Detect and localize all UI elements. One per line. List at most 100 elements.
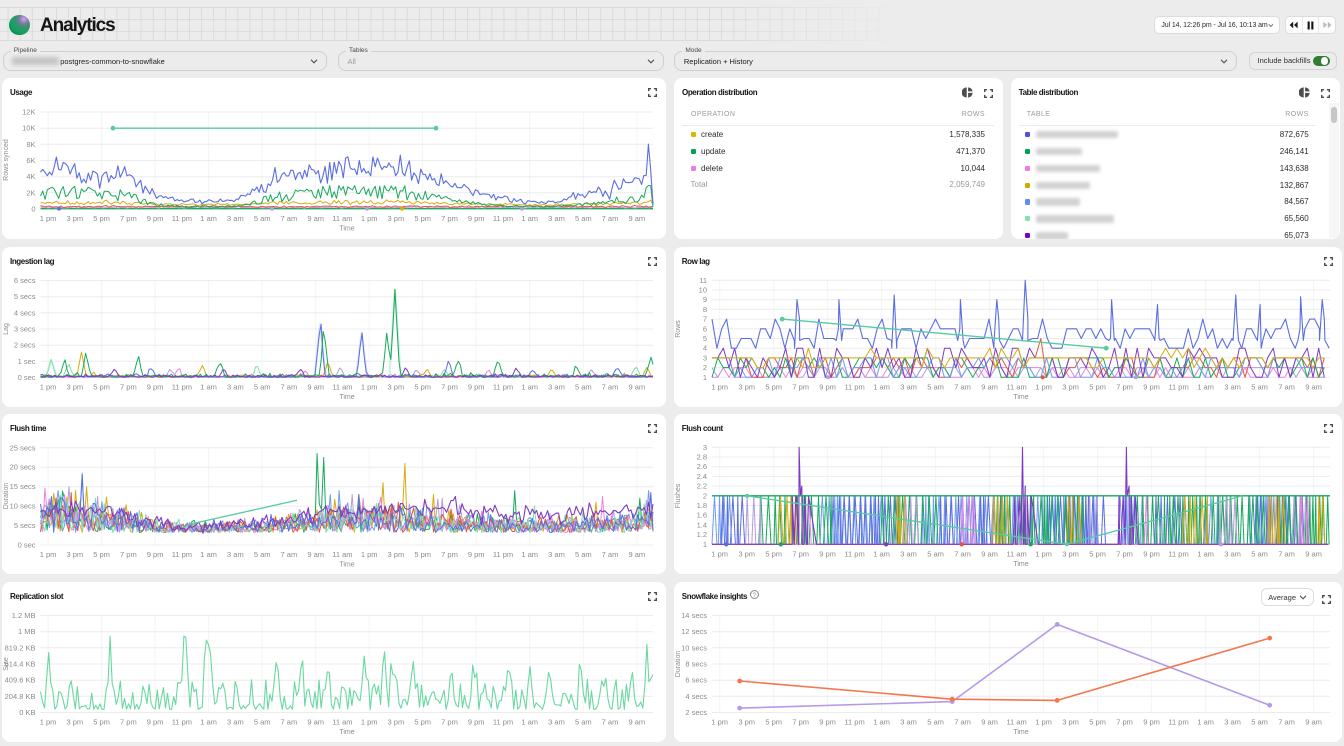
svg-text:Time: Time — [339, 226, 354, 233]
svg-text:6: 6 — [703, 324, 707, 333]
svg-text:7 pm: 7 pm — [441, 550, 458, 559]
svg-text:7 am: 7 am — [1278, 382, 1295, 391]
svg-text:10 secs: 10 secs — [681, 643, 707, 652]
svg-text:8K: 8K — [26, 140, 35, 149]
svg-text:7: 7 — [703, 314, 707, 323]
svg-text:Time: Time — [339, 561, 354, 568]
svg-text:5 secs: 5 secs — [14, 521, 36, 530]
svg-text:9 am: 9 am — [1305, 717, 1322, 726]
svg-text:11 pm: 11 pm — [844, 549, 864, 558]
svg-text:7 pm: 7 pm — [1116, 549, 1133, 558]
svg-text:3 am: 3 am — [1224, 382, 1241, 391]
svg-text:1: 1 — [703, 540, 707, 549]
svg-text:11 am: 11 am — [332, 717, 352, 726]
svg-text:7 am: 7 am — [954, 382, 971, 391]
svg-text:5 am: 5 am — [575, 214, 592, 223]
svg-text:5 am: 5 am — [575, 550, 592, 559]
svg-text:1 am: 1 am — [1197, 549, 1214, 558]
svg-text:5 am: 5 am — [1251, 382, 1268, 391]
svg-text:1.2 MB: 1.2 MB — [12, 611, 36, 620]
svg-text:1 am: 1 am — [521, 214, 538, 223]
svg-text:2 secs: 2 secs — [685, 708, 707, 717]
svg-text:9 pm: 9 pm — [147, 717, 164, 726]
svg-text:1 pm: 1 pm — [1035, 382, 1052, 391]
svg-text:8 secs: 8 secs — [685, 659, 707, 668]
svg-text:1 am: 1 am — [873, 717, 890, 726]
svg-text:5 pm: 5 pm — [765, 382, 782, 391]
svg-text:3 secs: 3 secs — [14, 324, 36, 333]
svg-text:7 am: 7 am — [602, 214, 619, 223]
svg-text:3 pm: 3 pm — [66, 382, 83, 391]
svg-text:1.4: 1.4 — [696, 520, 706, 529]
svg-text:2.4: 2.4 — [696, 472, 706, 481]
svg-text:7 am: 7 am — [602, 717, 619, 726]
svg-text:11 pm: 11 pm — [844, 717, 864, 726]
svg-text:1: 1 — [703, 372, 707, 381]
svg-text:9 am: 9 am — [628, 717, 645, 726]
svg-text:9 am: 9 am — [981, 382, 998, 391]
svg-text:3 am: 3 am — [548, 717, 565, 726]
svg-text:9 am: 9 am — [307, 717, 324, 726]
svg-text:5 am: 5 am — [927, 382, 944, 391]
svg-text:3 am: 3 am — [1224, 717, 1241, 726]
svg-text:3 pm: 3 pm — [738, 717, 755, 726]
svg-text:7 pm: 7 pm — [120, 550, 137, 559]
svg-text:Rows: Rows — [675, 319, 682, 337]
svg-text:7 pm: 7 pm — [792, 717, 809, 726]
svg-text:3 pm: 3 pm — [388, 214, 405, 223]
svg-text:9 pm: 9 pm — [819, 717, 836, 726]
svg-text:9 pm: 9 pm — [1143, 717, 1160, 726]
svg-text:3 am: 3 am — [900, 549, 917, 558]
svg-text:5 am: 5 am — [927, 717, 944, 726]
svg-text:5 pm: 5 pm — [414, 550, 431, 559]
svg-text:7 pm: 7 pm — [120, 214, 137, 223]
svg-text:9 pm: 9 pm — [1143, 382, 1160, 391]
svg-text:7 pm: 7 pm — [441, 717, 458, 726]
svg-text:1 am: 1 am — [873, 549, 890, 558]
svg-text:11 pm: 11 pm — [172, 550, 192, 559]
svg-text:5 secs: 5 secs — [14, 292, 36, 301]
svg-text:7 am: 7 am — [281, 717, 298, 726]
svg-text:9 pm: 9 pm — [468, 382, 485, 391]
svg-text:1 am: 1 am — [200, 382, 217, 391]
svg-text:Time: Time — [1013, 393, 1028, 400]
svg-text:5 pm: 5 pm — [414, 717, 431, 726]
svg-text:3 pm: 3 pm — [738, 549, 755, 558]
svg-text:9 am: 9 am — [307, 382, 324, 391]
svg-text:5 pm: 5 pm — [1089, 549, 1106, 558]
svg-text:9 pm: 9 pm — [147, 214, 164, 223]
svg-text:Flushes: Flushes — [675, 483, 682, 508]
svg-text:9 pm: 9 pm — [819, 382, 836, 391]
svg-text:1 sec: 1 sec — [18, 356, 36, 365]
svg-text:10: 10 — [698, 285, 706, 294]
svg-text:0: 0 — [31, 205, 35, 214]
svg-text:11 pm: 11 pm — [493, 717, 513, 726]
svg-text:3 pm: 3 pm — [66, 550, 83, 559]
svg-text:2.8: 2.8 — [696, 452, 706, 461]
svg-text:2.6: 2.6 — [696, 462, 706, 471]
svg-text:3 am: 3 am — [900, 717, 917, 726]
svg-text:11 am: 11 am — [332, 214, 352, 223]
svg-text:3 am: 3 am — [227, 717, 244, 726]
svg-text:7 pm: 7 pm — [441, 382, 458, 391]
svg-text:7 am: 7 am — [281, 550, 298, 559]
svg-text:1 am: 1 am — [873, 382, 890, 391]
svg-text:2: 2 — [703, 491, 707, 500]
svg-text:14 secs: 14 secs — [681, 611, 707, 620]
svg-text:1 am: 1 am — [1197, 717, 1214, 726]
svg-text:7 am: 7 am — [602, 550, 619, 559]
svg-text:11 am: 11 am — [1006, 717, 1026, 726]
svg-text:9 am: 9 am — [628, 382, 645, 391]
svg-text:1 pm: 1 pm — [40, 717, 57, 726]
svg-text:4 secs: 4 secs — [685, 691, 707, 700]
svg-text:9 am: 9 am — [307, 550, 324, 559]
svg-text:1.2: 1.2 — [696, 530, 706, 539]
svg-text:9: 9 — [703, 295, 707, 304]
svg-text:3 am: 3 am — [548, 550, 565, 559]
svg-text:1 pm: 1 pm — [1035, 717, 1052, 726]
svg-text:3 pm: 3 pm — [66, 717, 83, 726]
svg-text:11 am: 11 am — [1006, 382, 1026, 391]
svg-text:4 secs: 4 secs — [14, 308, 36, 317]
svg-text:5 pm: 5 pm — [765, 549, 782, 558]
svg-text:3 pm: 3 pm — [1062, 382, 1079, 391]
